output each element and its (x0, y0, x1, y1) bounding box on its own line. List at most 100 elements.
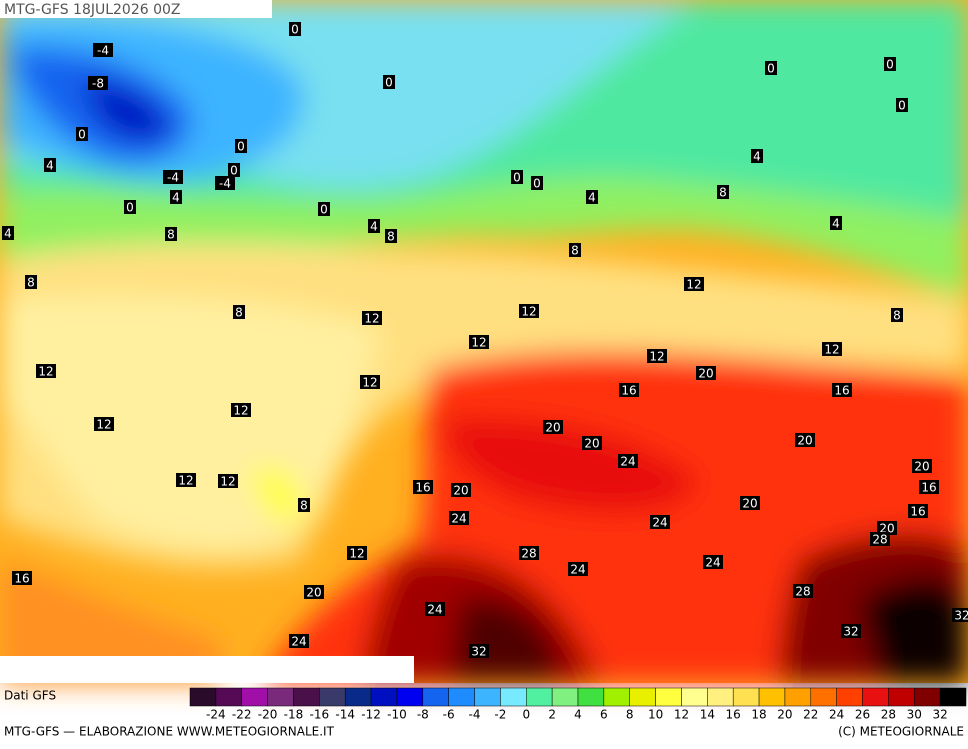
label-box (891, 308, 903, 322)
legend-tick-label: 6 (600, 708, 608, 722)
contour-label: 32 (471, 645, 486, 659)
label-box (347, 546, 367, 560)
label-box (2, 226, 14, 240)
contour-label: 12 (521, 305, 536, 319)
label-box (318, 202, 330, 216)
legend-tick-label: 28 (881, 708, 896, 722)
contour-label: 24 (570, 563, 585, 577)
contour-label: 8 (235, 306, 243, 320)
label-box (176, 473, 196, 487)
label-box (233, 305, 245, 319)
legend-tick-label: 32 (932, 708, 947, 722)
label-box (822, 342, 842, 356)
legend-tick-label: -12 (361, 708, 381, 722)
label-box (93, 43, 113, 57)
legend-swatch (888, 687, 915, 707)
label-box (413, 480, 433, 494)
label-box (165, 227, 177, 241)
label-box (451, 483, 471, 497)
legend-swatch (681, 687, 708, 707)
footer-credit: MTG-GFS — ELABORAZIONE WWW.METEOGIORNALE… (4, 725, 335, 739)
label-box (870, 532, 890, 546)
legend-swatch (370, 687, 398, 707)
label-box (618, 454, 638, 468)
contour-label: 24 (705, 556, 720, 570)
contour-label: 0 (291, 23, 299, 37)
legend-swatch (603, 687, 630, 707)
contour-label: 24 (652, 516, 667, 530)
contour-label: 16 (834, 384, 849, 398)
legend-swatch (474, 687, 501, 707)
legend-tick-label: -20 (258, 708, 278, 722)
legend-swatch (293, 687, 320, 707)
contour-label: 4 (588, 191, 596, 205)
label-box (304, 585, 324, 599)
contour-label: 20 (914, 460, 929, 474)
map-title: MTG-GFS 18JUL2026 00Z (4, 2, 181, 18)
legend-swatch (939, 687, 967, 707)
label-box (740, 496, 760, 510)
legend-tick-label: -22 (232, 708, 252, 722)
legend-tick-label: 14 (700, 708, 715, 722)
label-box (919, 480, 939, 494)
label-box (124, 200, 136, 214)
label-box (218, 474, 238, 488)
label-box (569, 243, 581, 257)
contour-label: -4 (97, 44, 109, 58)
label-box (912, 459, 932, 473)
label-box (298, 498, 310, 512)
legend-tick-label: -10 (387, 708, 407, 722)
label-box (830, 216, 842, 230)
contour-label: 8 (719, 186, 727, 200)
legend-swatch (655, 687, 682, 707)
contour-label: 0 (78, 128, 86, 142)
contour-label: 8 (893, 309, 901, 323)
label-box (362, 311, 382, 325)
legend-swatch (526, 687, 553, 707)
contour-label: 0 (237, 140, 245, 154)
contour-label: 32 (843, 625, 858, 639)
label-box (684, 277, 704, 291)
contour-label: 12 (686, 278, 701, 292)
contour-label: 12 (471, 336, 486, 350)
legend-swatch (810, 687, 837, 707)
label-box (511, 170, 523, 184)
label-box (36, 364, 56, 378)
legend-tick-label: 10 (648, 708, 663, 722)
contour-label: 0 (533, 177, 541, 191)
legend-swatch (784, 687, 812, 707)
label-box (896, 98, 908, 112)
label-box (543, 420, 563, 434)
contour-label: 20 (306, 586, 321, 600)
contour-label: 0 (230, 164, 238, 178)
legend-tick-label: 0 (522, 708, 530, 722)
label-box (650, 515, 670, 529)
legend-swatch (267, 687, 294, 707)
legend-tick-label: 20 (777, 708, 792, 722)
legend-tick-label: 30 (907, 708, 922, 722)
label-box (519, 304, 539, 318)
label-box (703, 555, 723, 569)
contour-label: -4 (219, 177, 231, 191)
label-box (908, 504, 928, 518)
label-box (877, 521, 897, 535)
contour-label: 8 (27, 276, 35, 290)
label-box (163, 170, 183, 184)
legend-swatch (448, 687, 475, 707)
legend-swatch (836, 687, 863, 707)
label-box (94, 417, 114, 431)
label-box (884, 57, 896, 71)
label-box (368, 219, 380, 233)
legend-tick-label: 2 (548, 708, 556, 722)
contour-label: 0 (513, 171, 521, 185)
legend-swatch (215, 687, 242, 707)
contour-label: 0 (886, 58, 894, 72)
contour-label: 0 (898, 99, 906, 113)
label-box (582, 436, 602, 450)
contour-label: 4 (753, 150, 761, 164)
legend-swatch (241, 687, 268, 707)
legend-tick-label: 4 (574, 708, 582, 722)
contour-label: 8 (571, 244, 579, 258)
label-box (568, 562, 588, 576)
